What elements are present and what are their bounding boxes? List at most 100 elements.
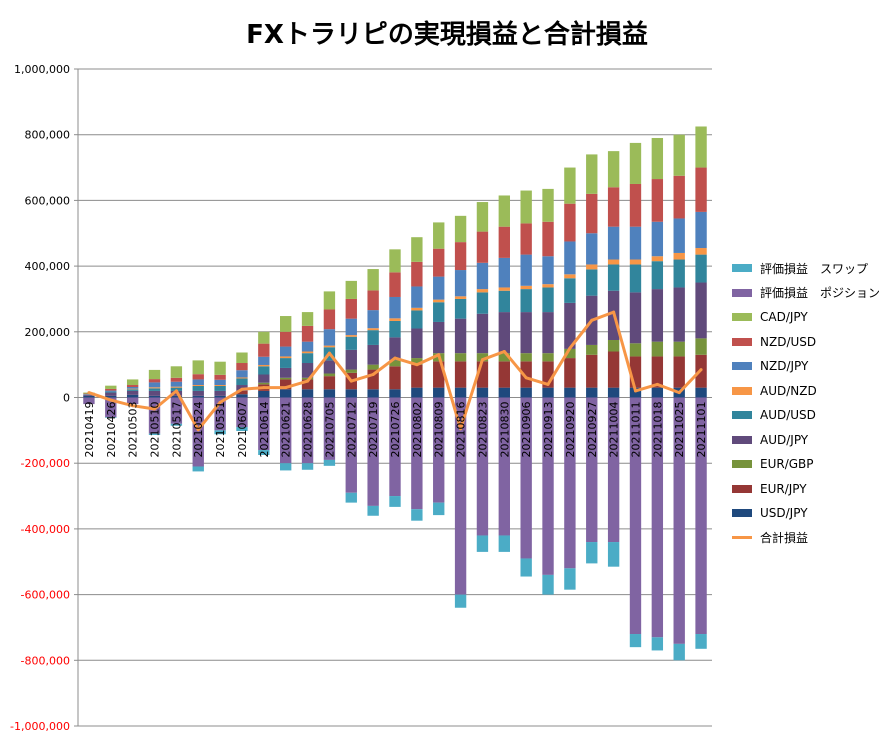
bar-segment: [520, 397, 532, 559]
bar-segment: [651, 341, 664, 357]
bar-segment: [105, 388, 117, 391]
y-tick-label: -600,000: [21, 589, 70, 602]
x-tick-label: 20210621: [280, 402, 293, 458]
bar-segment: [454, 270, 467, 297]
total-pl-point: [677, 391, 681, 395]
bar-segment: [105, 395, 117, 398]
bar-segment: [607, 542, 620, 567]
bar-segment: [126, 388, 139, 390]
bar-segment: [236, 370, 248, 378]
bar-segment: [542, 284, 554, 288]
bar-segment: [323, 291, 336, 310]
bar-segment: [236, 378, 248, 386]
bar-segment: [651, 397, 664, 638]
bar-segment: [301, 379, 314, 390]
bar-segment: [170, 386, 183, 388]
bar-segment: [258, 450, 270, 455]
x-tick-label: 20210524: [192, 402, 205, 458]
bar-segment: [498, 226, 510, 258]
y-tick-label: 1,000,000: [14, 63, 70, 76]
bar-segment: [345, 336, 357, 350]
bar-segment: [258, 356, 270, 365]
legend-item: 合計損益: [732, 526, 880, 551]
bar-segment: [280, 358, 292, 368]
bar-segment: [586, 233, 598, 265]
bar-segment: [607, 187, 620, 227]
bar-segment: [301, 397, 314, 464]
x-tick-label: 20211011: [629, 402, 642, 458]
bar-segment: [542, 361, 554, 388]
bar-segment: [542, 287, 554, 313]
bar-segment: [520, 387, 532, 398]
bar-segment: [192, 390, 204, 396]
x-tick-label: 20210503: [127, 402, 140, 458]
bar-segment: [629, 356, 642, 388]
bar-segment: [345, 280, 357, 299]
bar-segment: [170, 423, 183, 426]
bar-segment: [389, 337, 401, 361]
total-pl-point: [196, 428, 200, 432]
total-pl-point: [524, 376, 528, 380]
total-pl-point: [437, 353, 441, 357]
x-tick-label: 20210607: [236, 402, 249, 458]
bar-segment: [498, 257, 510, 288]
bar-segment: [411, 286, 423, 308]
bar-segment: [367, 330, 379, 345]
bar-segment: [411, 509, 423, 521]
bar-segment: [629, 264, 642, 293]
total-pl-point: [306, 379, 310, 383]
bar-segment: [651, 261, 664, 290]
bar-segment: [607, 397, 620, 543]
y-tick-label: 0: [63, 392, 70, 405]
bar-segment: [673, 175, 685, 219]
bar-segment: [695, 254, 707, 283]
bar-segment: [367, 389, 379, 398]
bar-segment: [148, 388, 161, 391]
bar-segment: [498, 195, 510, 227]
y-tick-label: 800,000: [25, 129, 71, 142]
total-pl-point: [480, 358, 484, 362]
legend-swatch: [732, 264, 752, 273]
bar-segment: [586, 264, 598, 270]
bar-segment: [301, 353, 314, 364]
bar-segment: [520, 254, 532, 286]
bar-segment: [192, 395, 204, 398]
bar-segment: [280, 356, 292, 359]
bar-segment: [651, 637, 664, 651]
bar-segment: [454, 361, 467, 388]
bar-segment: [280, 379, 292, 390]
x-tick-label: 20210705: [323, 402, 336, 458]
bar-segment: [301, 341, 314, 352]
bar-segment: [673, 218, 685, 253]
bar-segment: [367, 364, 379, 370]
bar-segment: [498, 353, 510, 362]
x-tick-label: 20211025: [673, 402, 686, 458]
legend-item: 評価損益 ポジション: [732, 281, 880, 306]
bar-segment: [629, 226, 642, 260]
legend-label: NZD/JPY: [760, 359, 809, 374]
x-tick-label: 20211101: [695, 402, 708, 458]
total-pl-point: [240, 387, 244, 391]
x-tick-label: 20210920: [564, 402, 577, 458]
bar-segment: [236, 352, 248, 364]
total-pl-point: [502, 350, 506, 354]
legend-label: 評価損益 ポジション: [760, 286, 881, 301]
bar-segment: [170, 381, 183, 387]
x-tick-label: 20210628: [302, 402, 315, 458]
total-pl-point: [349, 379, 353, 383]
bar-segment: [389, 496, 401, 507]
y-tick-label: -400,000: [21, 523, 70, 536]
bar-segment: [673, 134, 685, 176]
bar-segment: [673, 252, 685, 260]
bar-segment: [170, 387, 183, 391]
bar-segment: [345, 492, 357, 503]
bar-segment: [607, 351, 620, 388]
legend-label: AUD/JPY: [760, 432, 809, 447]
legend-label: AUD/NZD: [760, 383, 817, 398]
bar-segment: [105, 391, 117, 393]
bar-segment: [280, 397, 292, 464]
bar-segment: [214, 374, 226, 380]
bar-segment: [651, 179, 664, 222]
total-pl-point: [153, 407, 157, 411]
bar-segment: [498, 387, 510, 398]
